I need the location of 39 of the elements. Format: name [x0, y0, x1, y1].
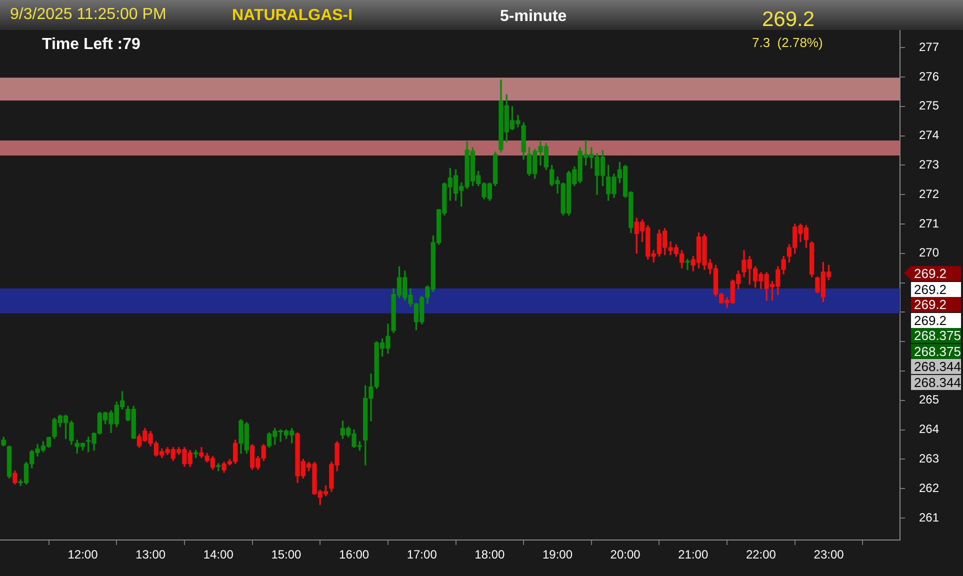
text: 269.2 [911, 282, 961, 296]
y-tick-label: 270 [919, 246, 940, 260]
chart-title: NATURALGAS-I [232, 7, 353, 25]
x-tick-label: 19:00 [542, 548, 573, 562]
y-tick-label: 261 [919, 510, 940, 524]
x-tick-label: 20:00 [610, 548, 641, 562]
text: 269.2 [911, 312, 961, 328]
y-tick-label: 272 [919, 186, 940, 201]
x-tick-label: 13:00 [136, 548, 166, 562]
y-tick-label: 262 [919, 480, 940, 495]
y-tick-label: 271 [919, 216, 940, 230]
x-tick-label: 16:00 [339, 548, 370, 562]
x-tick-label: 14:00 [203, 548, 234, 562]
y-tick-label: 276 [919, 69, 940, 84]
x-tick-label: 17:00 [406, 548, 438, 562]
annotation: Time Left :79 [42, 36, 140, 54]
x-tick-label: 12:00 [68, 548, 98, 562]
chart-subtitle: 5-minute [500, 8, 567, 26]
annotation: 269.2 [762, 8, 815, 32]
text: 268.375 [911, 344, 961, 358]
y-tick-label: 263 [919, 451, 940, 466]
text: 268.344 [911, 374, 961, 390]
text: 9/3/2025 11:25:00 PM [10, 6, 166, 24]
y-tick-label: 275 [919, 98, 940, 113]
y-tick-label: 265 [919, 392, 940, 407]
x-tick-label: 21:00 [678, 548, 708, 562]
text: 268.375 [911, 328, 961, 343]
x-tick-label: 23:00 [814, 548, 844, 562]
text: 268.344 [911, 359, 961, 374]
x-tick-label: 18:00 [474, 548, 506, 562]
annotation: 7.3 (2.78%) [752, 35, 823, 50]
text: 269.2 [911, 297, 961, 312]
y-tick-label: 274 [919, 128, 940, 142]
y-tick-label: 264 [919, 422, 940, 436]
y-tick-label: 273 [919, 158, 940, 172]
x-tick-label: 22:00 [746, 548, 776, 562]
text: 269.2 [911, 266, 961, 281]
x-tick-label: 15:00 [271, 548, 302, 562]
y-tick-label: 277 [919, 40, 940, 54]
